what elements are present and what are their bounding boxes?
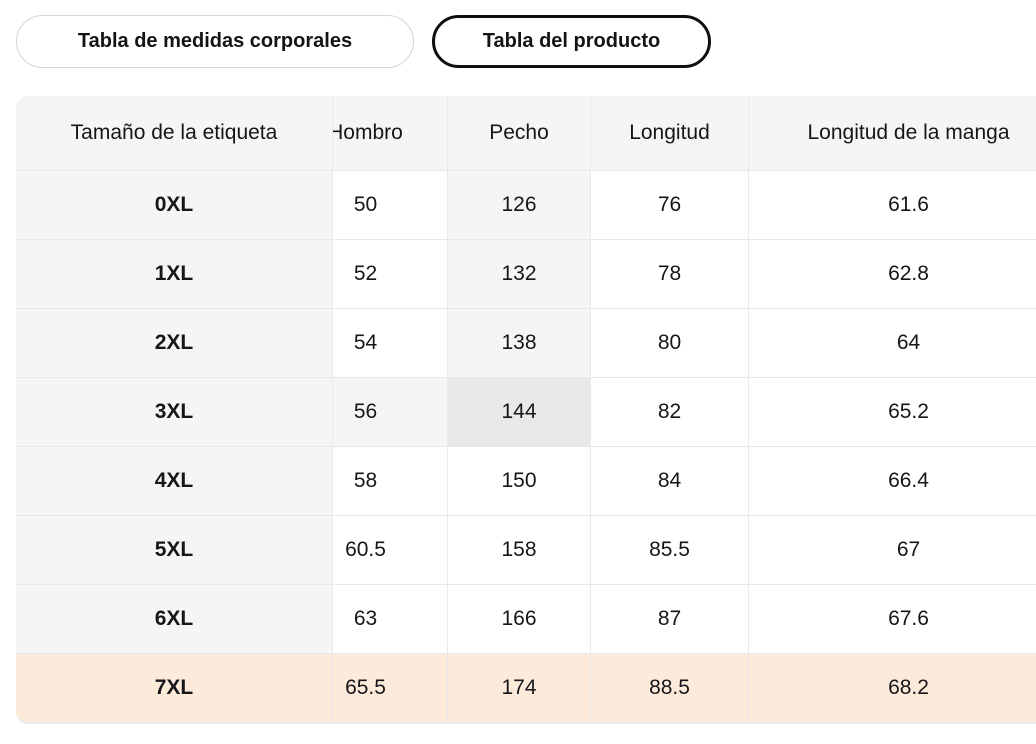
size-label-cell[interactable]: 0XL [16, 171, 333, 240]
size-label-cell[interactable]: 2XL [16, 309, 333, 378]
length-cell[interactable]: 80 [590, 309, 748, 378]
length-cell[interactable]: 82 [590, 378, 748, 447]
chest-cell[interactable]: 144 [447, 378, 590, 447]
sleeve-length-cell[interactable]: 66.4 [748, 447, 1036, 516]
table-row[interactable]: 0XL 50 126 76 61.6 [16, 171, 1036, 240]
table-row[interactable]: 4XL 58 150 84 66.4 [16, 447, 1036, 516]
length-cell[interactable]: 87 [590, 585, 748, 654]
chest-cell[interactable]: 150 [447, 447, 590, 516]
table-row[interactable]: 6XL 63 166 87 67.6 [16, 585, 1036, 654]
table-row[interactable]: 7XL 65.5 174 88.5 68.2 [16, 654, 1036, 723]
chest-cell[interactable]: 132 [447, 240, 590, 309]
table-row[interactable]: 5XL 60.5 158 85.5 67 [16, 516, 1036, 585]
sleeve-length-cell[interactable]: 68.2 [748, 654, 1036, 723]
table-row[interactable]: 3XL 56 144 82 65.2 [16, 378, 1036, 447]
tab-product-measurements[interactable]: Tabla del producto [432, 15, 711, 68]
chest-cell[interactable]: 126 [447, 171, 590, 240]
size-table: Tamaño de la etiqueta Hombro Pecho Longi… [16, 96, 1036, 723]
length-cell[interactable]: 88.5 [590, 654, 748, 723]
length-cell[interactable]: 85.5 [590, 516, 748, 585]
size-table-scroll-area[interactable]: Tamaño de la etiqueta Hombro Pecho Longi… [16, 96, 1036, 723]
length-cell[interactable]: 78 [590, 240, 748, 309]
col-header-chest: Pecho [447, 96, 590, 171]
sleeve-length-cell[interactable]: 62.8 [748, 240, 1036, 309]
sleeve-length-cell[interactable]: 64 [748, 309, 1036, 378]
length-cell[interactable]: 84 [590, 447, 748, 516]
size-label-cell[interactable]: 1XL [16, 240, 333, 309]
table-row[interactable]: 2XL 54 138 80 64 [16, 309, 1036, 378]
col-header-sleeve-length: Longitud de la manga [748, 96, 1036, 171]
tab-body-measurements[interactable]: Tabla de medidas corporales [16, 15, 414, 68]
sleeve-length-cell[interactable]: 61.6 [748, 171, 1036, 240]
size-label-cell[interactable]: 3XL [16, 378, 333, 447]
chart-tabs: Tabla de medidas corporales Tabla del pr… [0, 0, 1036, 68]
length-cell[interactable]: 76 [590, 171, 748, 240]
size-label-cell[interactable]: 5XL [16, 516, 333, 585]
col-header-length: Longitud [590, 96, 748, 171]
chest-cell[interactable]: 158 [447, 516, 590, 585]
chest-cell[interactable]: 138 [447, 309, 590, 378]
table-row[interactable]: 1XL 52 132 78 62.8 [16, 240, 1036, 309]
chest-cell[interactable]: 166 [447, 585, 590, 654]
sleeve-length-cell[interactable]: 65.2 [748, 378, 1036, 447]
size-label-cell[interactable]: 6XL [16, 585, 333, 654]
chest-cell[interactable]: 174 [447, 654, 590, 723]
sleeve-length-cell[interactable]: 67.6 [748, 585, 1036, 654]
size-label-cell[interactable]: 4XL [16, 447, 333, 516]
size-label-cell[interactable]: 7XL [16, 654, 333, 723]
sleeve-length-cell[interactable]: 67 [748, 516, 1036, 585]
col-header-label-size: Tamaño de la etiqueta [16, 96, 333, 171]
header-row: Tamaño de la etiqueta Hombro Pecho Longi… [16, 96, 1036, 171]
